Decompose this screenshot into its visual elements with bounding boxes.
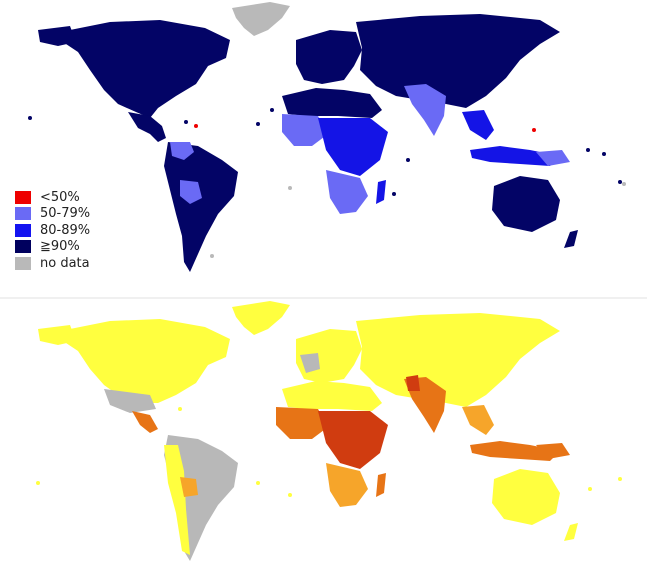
island-marker: [256, 481, 260, 485]
asia-region: [356, 313, 560, 407]
bottom-world-map: [36, 301, 622, 561]
new-zealand-region: [564, 230, 578, 248]
europe-region: [296, 30, 362, 84]
bolivia-paraguay-region: [180, 180, 202, 204]
island-marker: [602, 152, 606, 156]
australia-region: [492, 469, 560, 525]
madagascar-region: [376, 180, 386, 204]
colombia-venezuela-region: [170, 142, 194, 160]
indonesia-region: [470, 146, 560, 166]
caribbean-marker: [194, 124, 198, 128]
central-africa-region: [318, 118, 388, 176]
central-america-region: [132, 411, 158, 433]
island-marker: [178, 407, 182, 411]
island-marker: [288, 493, 292, 497]
papua-new-guinea-region: [536, 150, 570, 166]
legend-item: 80-89%: [15, 222, 90, 239]
south-america-region: [164, 142, 238, 272]
central-africa-region: [318, 411, 388, 469]
island-marker: [622, 182, 626, 186]
legend-item: no data: [15, 255, 90, 272]
caribbean-marker: [184, 120, 188, 124]
island-marker: [406, 158, 410, 162]
west-africa-region: [276, 407, 328, 439]
greenland-region: [232, 2, 290, 36]
alaska-region: [38, 325, 76, 345]
legend-label: <50%: [40, 189, 80, 205]
island-marker: [36, 481, 40, 485]
legend-label: no data: [40, 255, 90, 271]
legend-swatch: [15, 223, 31, 237]
western-europe-nodata: [300, 353, 320, 373]
north-america-region: [60, 20, 230, 118]
north-africa-region: [282, 381, 382, 411]
legend-label: ≧90%: [40, 239, 80, 255]
map-legend: <50% 50-79% 80-89% ≧90% no data: [15, 189, 90, 272]
legend-swatch: [15, 256, 31, 270]
north-america-region: [60, 319, 230, 403]
usa-region: [104, 389, 156, 413]
west-africa-region: [282, 114, 328, 146]
madagascar-region: [376, 473, 386, 497]
legend-label: 80-89%: [40, 222, 91, 238]
legend-swatch: [15, 190, 31, 204]
greenland-region: [232, 301, 290, 335]
island-marker: [618, 477, 622, 481]
island-marker: [588, 487, 592, 491]
legend-item: <50%: [15, 189, 90, 206]
southeast-asia-region: [462, 405, 494, 435]
indonesia-region: [470, 441, 560, 461]
legend-label: 50-79%: [40, 206, 91, 222]
asia-region: [356, 14, 560, 108]
alaska-region: [38, 26, 76, 46]
island-marker: [210, 254, 214, 258]
legend-swatch: [15, 240, 31, 254]
island-marker: [28, 116, 32, 120]
new-zealand-region: [564, 523, 578, 541]
southeast-asia-region: [462, 110, 494, 140]
island-marker: [270, 108, 274, 112]
australia-region: [492, 176, 560, 232]
map-divider: [0, 297, 647, 299]
legend-swatch: [15, 207, 31, 221]
bolivia-region: [180, 477, 198, 497]
island-marker: [392, 192, 396, 196]
legend-item: ≧90%: [15, 239, 90, 256]
island-marker: [256, 122, 260, 126]
andes-region: [164, 445, 190, 555]
pakistan-region: [406, 375, 420, 391]
top-world-map: [28, 2, 626, 272]
legend-item: 50-79%: [15, 206, 90, 223]
central-america-region: [128, 112, 166, 142]
south-asia-region: [404, 84, 446, 136]
island-marker: [288, 186, 292, 190]
papua-new-guinea-region: [536, 443, 570, 459]
north-africa-region: [282, 88, 382, 118]
island-marker: [586, 148, 590, 152]
southern-africa-region: [326, 170, 368, 214]
southern-africa-region: [326, 463, 368, 507]
island-marker: [618, 180, 622, 184]
island-marker: [532, 128, 536, 132]
